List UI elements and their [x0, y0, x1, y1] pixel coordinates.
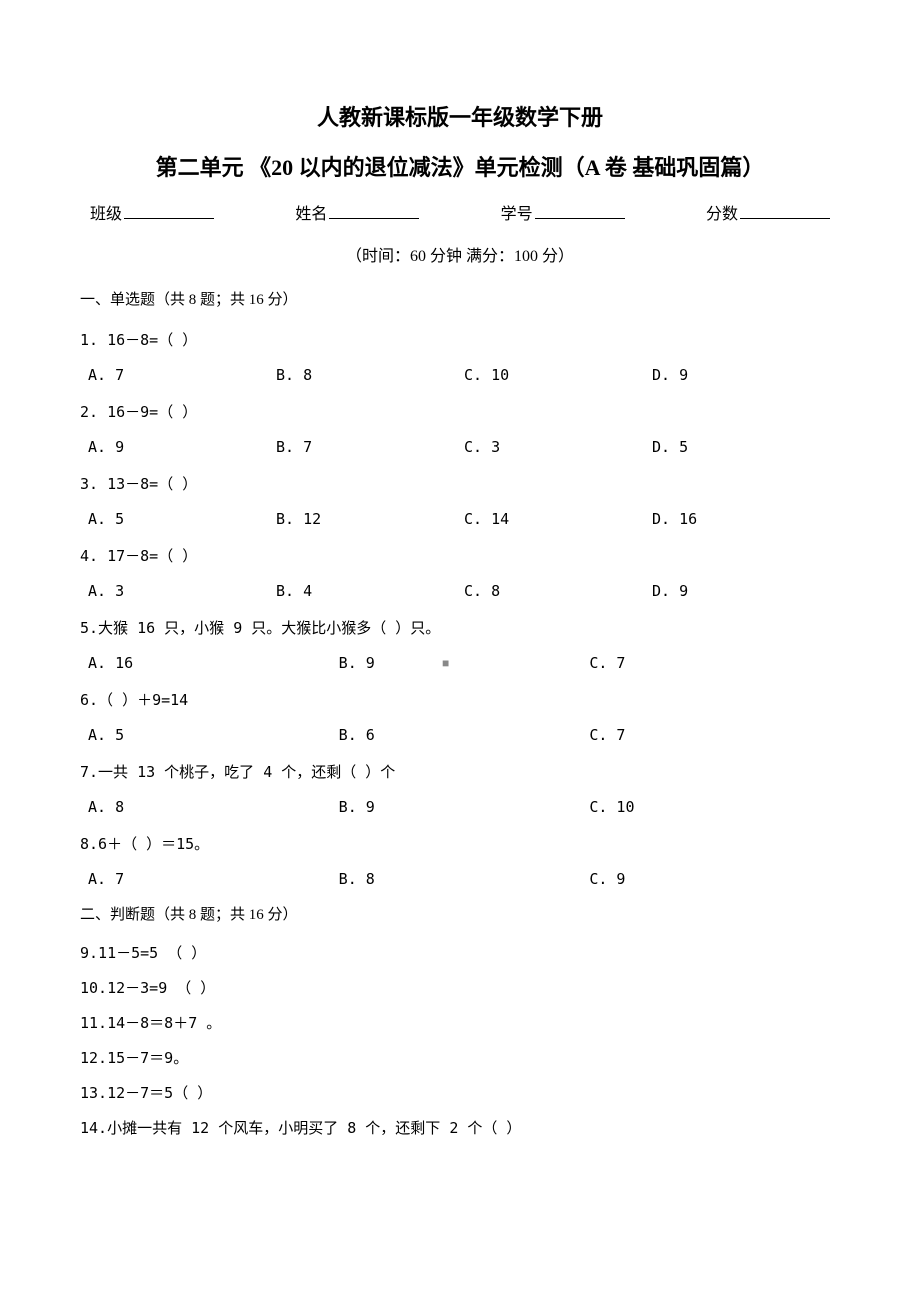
q3-opt-c: C. 14: [464, 506, 652, 533]
question-4: 4. 17－8=（ ） A. 3 B. 4 C. 8 D. 9: [80, 543, 840, 605]
q1-opt-c: C. 10: [464, 362, 652, 389]
section1-header: 一、单选题（共 8 题；共 16 分）: [80, 288, 840, 309]
score-field: 分数: [706, 200, 830, 224]
q4-opt-c: C. 8: [464, 578, 652, 605]
q1-opt-b: B. 8: [276, 362, 464, 389]
question-13: 13.12－7＝5（ ）: [80, 1082, 840, 1103]
q6-opt-b: B. 6: [339, 722, 590, 749]
q2-opt-b: B. 7: [276, 434, 464, 461]
score-blank: [740, 203, 830, 219]
q2-opt-d: D. 5: [652, 434, 840, 461]
q6-opt-a: A. 5: [88, 722, 339, 749]
q3-opt-d: D. 16: [652, 506, 840, 533]
q2-opt-c: C. 3: [464, 434, 652, 461]
question-9: 9.11－5=5 （ ）: [80, 942, 840, 963]
class-field: 班级: [90, 200, 214, 224]
id-field: 学号: [501, 200, 625, 224]
q5-opt-c: C. 7: [589, 650, 840, 677]
q5-text: 5.大猴 16 只，小猴 9 只。大猴比小猴多（ ）只。: [80, 615, 840, 642]
name-field: 姓名: [295, 200, 419, 224]
id-label: 学号: [501, 200, 533, 224]
q8-opt-b: B. 8: [339, 866, 590, 893]
q6-options: A. 5 B. 6 C. 7: [80, 722, 840, 749]
score-label: 分数: [706, 200, 738, 224]
question-6: 6.（ ）＋9=14 A. 5 B. 6 C. 7: [80, 687, 840, 749]
q4-opt-a: A. 3: [88, 578, 276, 605]
info-row: 班级 姓名 学号 分数: [80, 200, 840, 224]
q2-text: 2. 16－9=（ ）: [80, 399, 840, 426]
question-5: 5.大猴 16 只，小猴 9 只。大猴比小猴多（ ）只。 A. 16 B. 9 …: [80, 615, 840, 677]
q1-opt-d: D. 9: [652, 362, 840, 389]
q1-text: 1. 16－8=（ ）: [80, 327, 840, 354]
watermark-icon: ■: [442, 656, 449, 671]
q8-opt-a: A. 7: [88, 866, 339, 893]
question-7: 7.一共 13 个桃子，吃了 4 个，还剩（ ）个 A. 8 B. 9 C. 1…: [80, 759, 840, 821]
class-blank: [124, 203, 214, 219]
q7-text: 7.一共 13 个桃子，吃了 4 个，还剩（ ）个: [80, 759, 840, 786]
q5-opt-a: A. 16: [88, 650, 339, 677]
q2-opt-a: A. 9: [88, 434, 276, 461]
q2-options: A. 9 B. 7 C. 3 D. 5: [80, 434, 840, 461]
q1-opt-a: A. 7: [88, 362, 276, 389]
q4-opt-b: B. 4: [276, 578, 464, 605]
q1-options: A. 7 B. 8 C. 10 D. 9: [80, 362, 840, 389]
q8-text: 8.6＋（ ）＝15。: [80, 831, 840, 858]
section2-header: 二、判断题（共 8 题；共 16 分）: [80, 903, 840, 924]
q8-options: A. 7 B. 8 C. 9: [80, 866, 840, 893]
question-10: 10.12－3=9 （ ）: [80, 977, 840, 998]
q3-opt-b: B. 12: [276, 506, 464, 533]
q7-opt-a: A. 8: [88, 794, 339, 821]
question-8: 8.6＋（ ）＝15。 A. 7 B. 8 C. 9: [80, 831, 840, 893]
q3-options: A. 5 B. 12 C. 14 D. 16: [80, 506, 840, 533]
id-blank: [535, 203, 625, 219]
question-2: 2. 16－9=（ ） A. 9 B. 7 C. 3 D. 5: [80, 399, 840, 461]
q7-opt-c: C. 10: [589, 794, 840, 821]
q4-options: A. 3 B. 4 C. 8 D. 9: [80, 578, 840, 605]
main-title: 人教新课标版一年级数学下册: [80, 100, 840, 132]
q7-opt-b: B. 9: [339, 794, 590, 821]
question-14: 14.小摊一共有 12 个风车，小明买了 8 个，还剩下 2 个（ ）: [80, 1117, 840, 1138]
question-11: 11.14－8＝8＋7 。: [80, 1012, 840, 1033]
question-3: 3. 13－8=（ ） A. 5 B. 12 C. 14 D. 16: [80, 471, 840, 533]
q4-text: 4. 17－8=（ ）: [80, 543, 840, 570]
question-12: 12.15－7＝9。: [80, 1047, 840, 1068]
q4-opt-d: D. 9: [652, 578, 840, 605]
q5-opt-b: B. 9: [339, 650, 590, 677]
class-label: 班级: [90, 200, 122, 224]
q7-options: A. 8 B. 9 C. 10: [80, 794, 840, 821]
q3-opt-a: A. 5: [88, 506, 276, 533]
name-label: 姓名: [295, 200, 327, 224]
q3-text: 3. 13－8=（ ）: [80, 471, 840, 498]
q5-options: A. 16 B. 9 C. 7: [80, 650, 840, 677]
time-info: （时间：60 分钟 满分：100 分）: [80, 242, 840, 266]
question-1: 1. 16－8=（ ） A. 7 B. 8 C. 10 D. 9: [80, 327, 840, 389]
q6-opt-c: C. 7: [589, 722, 840, 749]
q8-opt-c: C. 9: [589, 866, 840, 893]
subtitle: 第二单元 《20 以内的退位减法》单元检测（A 卷 基础巩固篇）: [80, 150, 840, 182]
q6-text: 6.（ ）＋9=14: [80, 687, 840, 714]
name-blank: [329, 203, 419, 219]
